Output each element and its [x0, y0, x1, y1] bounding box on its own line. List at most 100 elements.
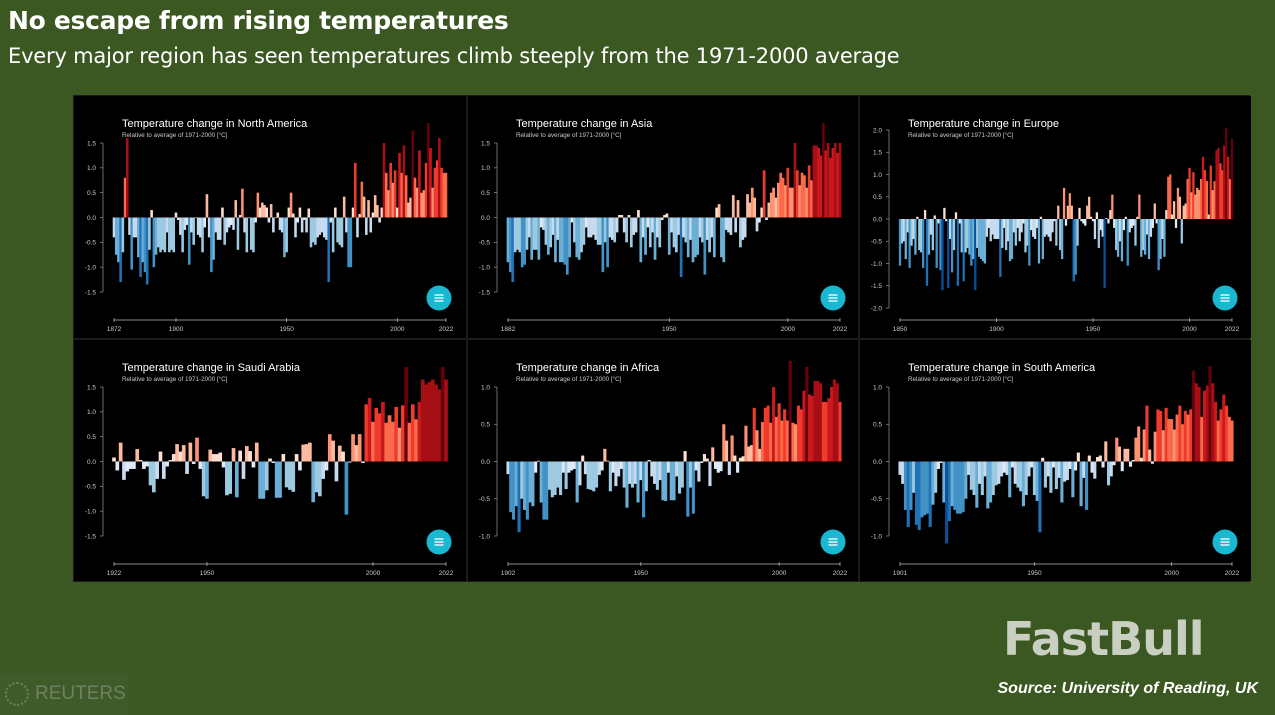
bar-1942 [617, 461, 621, 477]
chart-menu-button[interactable] [426, 285, 452, 311]
bar-1967 [1079, 461, 1083, 507]
bar-1883 [962, 219, 965, 282]
bar-1998 [772, 387, 776, 462]
y-tick-label: 1.0 [873, 172, 882, 179]
bar-1957 [300, 217, 304, 233]
bar-1939 [641, 217, 645, 238]
bar-1990 [762, 170, 766, 218]
bar-1991 [1171, 214, 1174, 219]
bar-1946 [628, 461, 632, 484]
bar-1936 [1064, 219, 1068, 226]
bar-2017 [427, 382, 432, 462]
bar-1962 [1115, 219, 1118, 251]
bar-1988 [331, 440, 335, 462]
bar-1889 [523, 217, 526, 265]
bar-1885 [966, 219, 969, 248]
bar-1964 [316, 217, 319, 238]
bar-2015 [822, 123, 825, 218]
bar-1949 [201, 461, 206, 497]
bar-1867 [931, 219, 934, 251]
bar-1914 [934, 461, 938, 493]
bar-1984 [1157, 219, 1160, 271]
bar-2005 [407, 202, 410, 218]
x-tick-label: 2000 [772, 570, 787, 577]
bar-1980 [1115, 437, 1119, 462]
y-tick-label: 0.5 [87, 190, 96, 197]
bar-1971 [697, 461, 701, 482]
chart-subtitle: Relative to average of 1971-2000 [°C] [908, 131, 1014, 139]
bar-1987 [755, 217, 759, 232]
bar-1911 [531, 461, 535, 507]
bar-1923 [225, 217, 229, 233]
bar-1932 [625, 217, 628, 243]
bar-1913 [536, 460, 540, 462]
bar-1972 [700, 461, 704, 463]
bar-1947 [630, 461, 635, 488]
bar-1921 [221, 207, 224, 218]
chart-menu-button[interactable] [426, 529, 452, 555]
bar-2004 [795, 170, 799, 218]
y-tick-label: -0.5 [871, 239, 883, 246]
bar-1943 [651, 217, 655, 233]
chart-menu-button[interactable] [820, 285, 846, 311]
bar-2004 [1196, 187, 1199, 219]
chart-menu-button[interactable] [1212, 529, 1238, 555]
bar-1958 [1054, 461, 1058, 490]
bar-1891 [527, 217, 531, 238]
bar-1863 [923, 210, 927, 219]
x-tick-label: 1950 [1027, 570, 1042, 577]
bar-1998 [1184, 203, 1187, 219]
x-tick-label: 1902 [501, 570, 516, 577]
bar-1909 [525, 461, 529, 520]
bar-1992 [755, 430, 759, 462]
bar-1914 [1022, 219, 1025, 224]
bar-1992 [344, 461, 349, 515]
bar-1864 [925, 219, 929, 286]
bar-1999 [1186, 178, 1189, 219]
bar-2002 [791, 187, 794, 218]
bar-1938 [606, 460, 610, 462]
bar-2014 [427, 123, 430, 218]
bar-1989 [334, 461, 339, 482]
bar-1899 [546, 217, 550, 255]
bar-1992 [767, 202, 771, 218]
bar-1984 [748, 202, 752, 218]
bar-1930 [583, 461, 588, 475]
bar-1865 [927, 219, 931, 255]
bar-1976 [1104, 441, 1108, 462]
bar-1925 [570, 461, 574, 471]
bar-1988 [369, 217, 373, 233]
bar-1871 [939, 219, 942, 271]
bar-2021 [442, 172, 446, 218]
bar-1962 [244, 446, 249, 462]
bar-1970 [271, 461, 276, 463]
bar-1942 [267, 217, 271, 223]
bar-1986 [324, 461, 329, 471]
bar-1882 [134, 217, 138, 238]
bar-1923 [958, 461, 962, 514]
bar-1953 [215, 454, 219, 462]
bar-1954 [677, 217, 681, 235]
bar-1956 [225, 461, 229, 496]
bar-1943 [619, 461, 623, 469]
bar-1994 [760, 422, 765, 462]
bar-1997 [1161, 430, 1165, 462]
bar-1897 [542, 217, 545, 230]
bar-2021 [1227, 416, 1231, 462]
bar-1980 [351, 207, 355, 218]
bar-2010 [404, 367, 408, 462]
bar-1995 [354, 445, 359, 462]
bar-1917 [589, 217, 593, 238]
bar-2003 [402, 145, 406, 218]
bar-2005 [791, 422, 795, 462]
bar-1962 [311, 217, 315, 243]
bar-1922 [1037, 219, 1041, 264]
bar-1913 [580, 217, 583, 253]
bar-2014 [417, 401, 422, 462]
chart-menu-button[interactable] [1212, 285, 1238, 311]
bar-1969 [1128, 219, 1131, 233]
bar-2012 [1203, 390, 1207, 462]
bar-2011 [407, 422, 412, 462]
chart-menu-button[interactable] [820, 529, 846, 555]
